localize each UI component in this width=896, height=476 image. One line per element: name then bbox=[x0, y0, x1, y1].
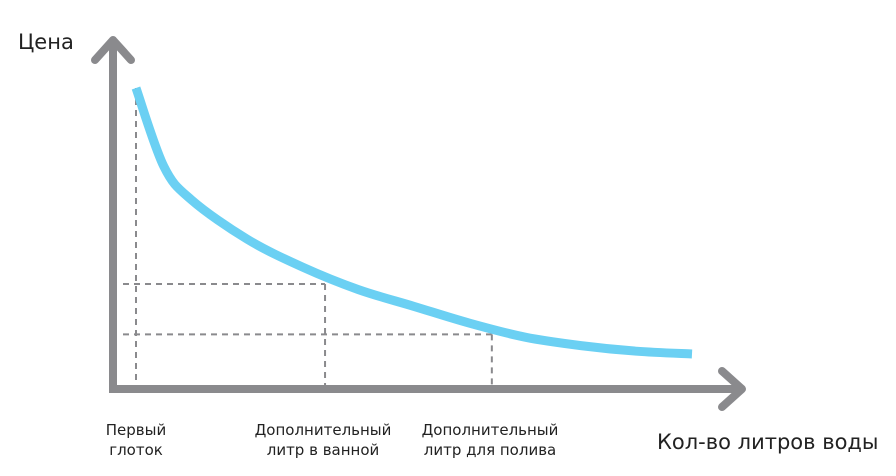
demand-curve bbox=[131, 86, 693, 359]
guide-lines bbox=[123, 88, 493, 389]
tick-label-extra-liter-bath: Дополнительный литр в ванной bbox=[254, 421, 392, 459]
y-axis-arrow-icon bbox=[91, 36, 135, 64]
x-axis-arrow-icon bbox=[718, 367, 746, 411]
tick-label-extra-liter-watering: Дополнительный литр для полива bbox=[421, 421, 559, 459]
x-axis-label: Кол-во литров воды bbox=[657, 430, 879, 454]
y-axis-label: Цена bbox=[18, 30, 74, 54]
series-group bbox=[131, 86, 693, 359]
axes bbox=[91, 36, 746, 411]
tick-label-first-sip: Первый глоток bbox=[105, 421, 167, 459]
